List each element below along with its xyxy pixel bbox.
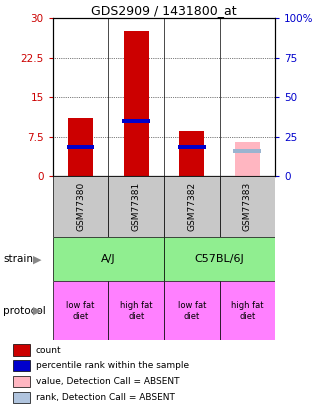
Text: low fat
diet: low fat diet — [178, 301, 206, 320]
Bar — [178, 145, 206, 149]
Bar — [164, 281, 220, 340]
Bar — [67, 145, 94, 149]
Text: ▶: ▶ — [33, 306, 41, 316]
Bar — [108, 176, 164, 237]
Bar — [124, 32, 149, 176]
Text: C57BL/6J: C57BL/6J — [195, 254, 244, 264]
Bar — [68, 118, 93, 176]
Bar — [13, 392, 30, 403]
Text: high fat
diet: high fat diet — [120, 301, 152, 320]
Bar — [53, 176, 108, 237]
Bar — [220, 281, 275, 340]
Text: ▶: ▶ — [33, 254, 41, 264]
Bar — [220, 176, 275, 237]
Text: count: count — [36, 345, 62, 354]
Bar — [164, 237, 275, 281]
Bar — [53, 237, 164, 281]
Text: percentile rank within the sample: percentile rank within the sample — [36, 361, 189, 370]
Text: GSM77380: GSM77380 — [76, 182, 85, 231]
Text: protocol: protocol — [3, 306, 46, 316]
Text: GSM77381: GSM77381 — [132, 182, 141, 231]
Bar — [53, 281, 108, 340]
Text: low fat
diet: low fat diet — [67, 301, 95, 320]
Bar — [13, 360, 30, 371]
Text: value, Detection Call = ABSENT: value, Detection Call = ABSENT — [36, 377, 180, 386]
Text: GSM77382: GSM77382 — [187, 182, 196, 231]
Bar — [235, 142, 260, 176]
Bar — [234, 149, 261, 153]
Bar — [13, 376, 30, 387]
Title: GDS2909 / 1431800_at: GDS2909 / 1431800_at — [91, 4, 237, 17]
Bar — [122, 119, 150, 123]
Text: high fat
diet: high fat diet — [231, 301, 264, 320]
Text: GSM77383: GSM77383 — [243, 182, 252, 231]
Bar — [164, 176, 220, 237]
Bar — [13, 344, 30, 356]
Bar — [108, 281, 164, 340]
Text: A/J: A/J — [101, 254, 116, 264]
Text: strain: strain — [3, 254, 33, 264]
Bar — [179, 131, 204, 176]
Text: rank, Detection Call = ABSENT: rank, Detection Call = ABSENT — [36, 393, 175, 402]
